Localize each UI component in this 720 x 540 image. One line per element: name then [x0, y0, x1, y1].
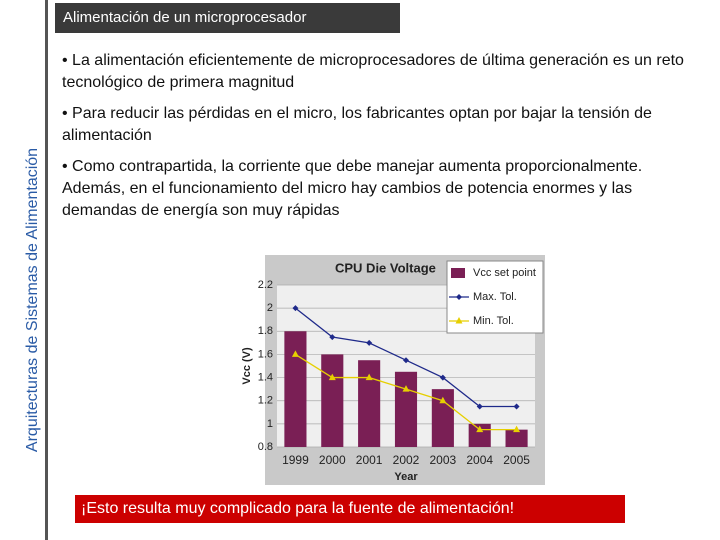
- bar: [431, 389, 454, 447]
- point: [328, 373, 336, 381]
- y-tick-label: 1.6: [258, 348, 273, 360]
- point: [513, 425, 521, 433]
- y-tick-label: 1.8: [258, 325, 273, 337]
- point: [513, 403, 520, 410]
- bullet-list: • La alimentación eficientemente de micr…: [62, 50, 702, 231]
- y-tick-label: 1.4: [258, 371, 273, 383]
- point: [476, 425, 484, 433]
- y-tick-label: 2.2: [258, 279, 273, 291]
- x-tick-label: 1999: [282, 453, 309, 467]
- x-tick-label: 2002: [393, 453, 420, 467]
- bar: [358, 360, 381, 447]
- point: [291, 350, 299, 357]
- legend-label: Vcc set point: [473, 267, 536, 279]
- y-tick-label: 2: [267, 302, 273, 314]
- bar: [394, 371, 418, 447]
- x-tick-label: 2000: [319, 453, 346, 467]
- slide-title: Alimentación de un microprocesador: [55, 3, 400, 33]
- bar: [284, 331, 307, 447]
- x-tick-label: 2004: [466, 453, 493, 467]
- point: [292, 305, 299, 312]
- bullet: • Para reducir las pérdidas en el micro,…: [62, 105, 652, 144]
- sidebar-text: Arquitecturas de Sistemas de Alimentació…: [24, 147, 41, 453]
- y-tick-label: 1.2: [258, 395, 273, 407]
- point: [439, 374, 446, 381]
- legend-label: Min. Tol.: [473, 315, 514, 327]
- point: [439, 396, 447, 404]
- y-tick-label: 1: [267, 418, 273, 430]
- callout: ¡Esto resulta muy complicado para la fue…: [75, 495, 625, 523]
- legend-label: Max. Tol.: [473, 291, 517, 303]
- point: [403, 357, 409, 364]
- x-tick-label: 2001: [356, 453, 383, 467]
- x-tick-label: 2003: [430, 453, 457, 467]
- legend-marker: [456, 294, 462, 300]
- chart: CPU Die Voltage 0.8 1 1.2 1.4 1.6 1.8 2 2.2 Vcc …: [241, 255, 545, 485]
- bullet: • La alimentación eficientemente de micr…: [62, 52, 684, 91]
- point: [365, 373, 373, 381]
- point: [366, 339, 373, 346]
- chart-title: CPU Die Voltage: [335, 260, 436, 275]
- x-axis-label: Year: [394, 471, 418, 483]
- point: [476, 403, 483, 410]
- legend-swatch: [451, 268, 465, 278]
- bullet: • Como contrapartida, la corriente que d…: [62, 158, 643, 219]
- bar: [321, 354, 344, 447]
- point: [329, 334, 336, 341]
- x-tick-label: 2005: [503, 453, 530, 467]
- y-axis-label: Vcc (V): [241, 347, 253, 385]
- legend-marker: [455, 317, 463, 324]
- point: [402, 385, 410, 392]
- y-tick-label: 0.8: [258, 441, 273, 453]
- divider: [45, 0, 48, 540]
- bar: [505, 429, 528, 447]
